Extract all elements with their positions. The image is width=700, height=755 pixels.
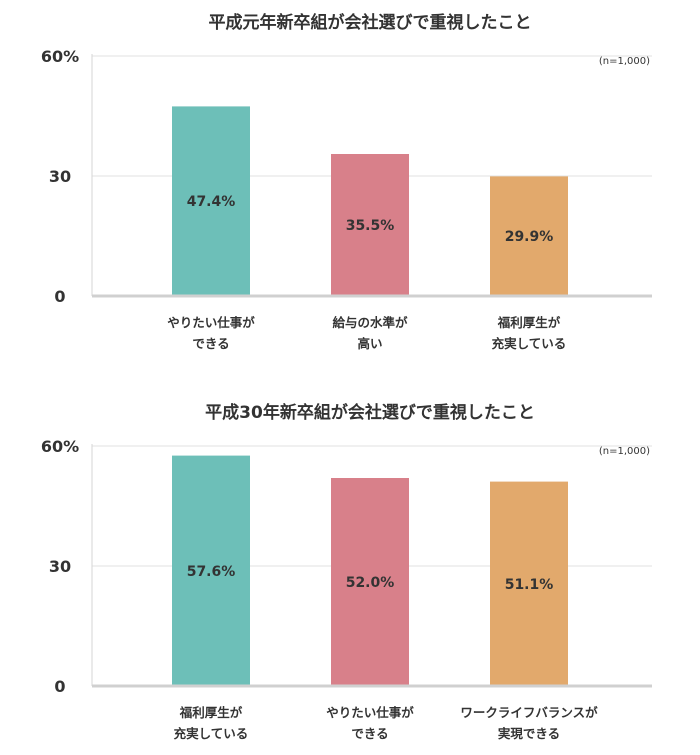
x-category-label-line: ワークライフバランスが <box>460 705 598 720</box>
x-category-label-line: 実現できる <box>498 726 560 741</box>
data-label: 47.4% <box>187 194 236 210</box>
x-category-label-line: 給与の水準が <box>332 315 408 330</box>
y-tick-label: 30 <box>49 557 71 576</box>
x-category-label: やりたい仕事ができる <box>326 705 414 741</box>
chart-title: 平成30年新卒組が会社選びで重視したこと <box>205 402 535 423</box>
bar <box>331 154 409 296</box>
y-tick-label: 60% <box>41 437 79 456</box>
bar <box>172 106 250 297</box>
x-category-label-line: やりたい仕事が <box>167 315 255 330</box>
x-category-label-line: 福利厚生が <box>179 705 243 720</box>
x-category-label-line: できる <box>351 726 388 741</box>
sample-size-note: (n=1,000) <box>599 56 650 67</box>
x-category-label: 福利厚生が充実している <box>174 705 249 741</box>
bar <box>331 478 409 686</box>
x-category-label: 福利厚生が充実している <box>492 315 567 351</box>
y-tick-label: 60% <box>41 47 79 66</box>
bar <box>172 455 250 686</box>
x-category-label: やりたい仕事ができる <box>167 315 255 351</box>
x-category-label: 給与の水準が高い <box>332 315 408 351</box>
chart-1: 平成元年新卒組が会社選びで重視したこと (n=1,000) 0 30 60% 47.4% や… <box>41 12 652 351</box>
data-label: 51.1% <box>505 577 554 593</box>
x-category-label-line: やりたい仕事が <box>326 705 414 720</box>
y-tick-label: 30 <box>49 167 71 186</box>
x-category-label-line: できる <box>192 336 229 351</box>
y-tick-label: 0 <box>54 677 65 696</box>
bar <box>490 176 568 296</box>
chart-2: 平成30年新卒組が会社選びで重視したこと (n=1,000) 0 30 60% 57.6%… <box>41 402 652 741</box>
x-category-label: ワークライフバランスが実現できる <box>460 705 598 741</box>
bar <box>490 481 568 686</box>
sample-size-note: (n=1,000) <box>599 446 650 457</box>
data-label: 29.9% <box>505 229 554 245</box>
x-category-label-line: 充実している <box>492 336 567 351</box>
x-category-label-line: 福利厚生が <box>497 315 561 330</box>
data-label: 35.5% <box>346 218 395 234</box>
data-label: 52.0% <box>346 575 395 591</box>
x-category-label-line: 充実している <box>174 726 249 741</box>
chart-title: 平成元年新卒組が会社選びで重視したこと <box>209 12 532 33</box>
x-category-label-line: 高い <box>357 336 382 351</box>
y-tick-label: 0 <box>54 287 65 306</box>
data-label: 57.6% <box>187 564 236 580</box>
